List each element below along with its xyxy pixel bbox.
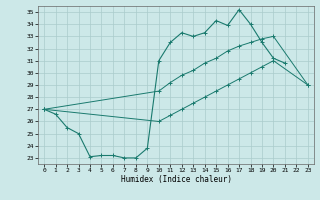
X-axis label: Humidex (Indice chaleur): Humidex (Indice chaleur) (121, 175, 231, 184)
